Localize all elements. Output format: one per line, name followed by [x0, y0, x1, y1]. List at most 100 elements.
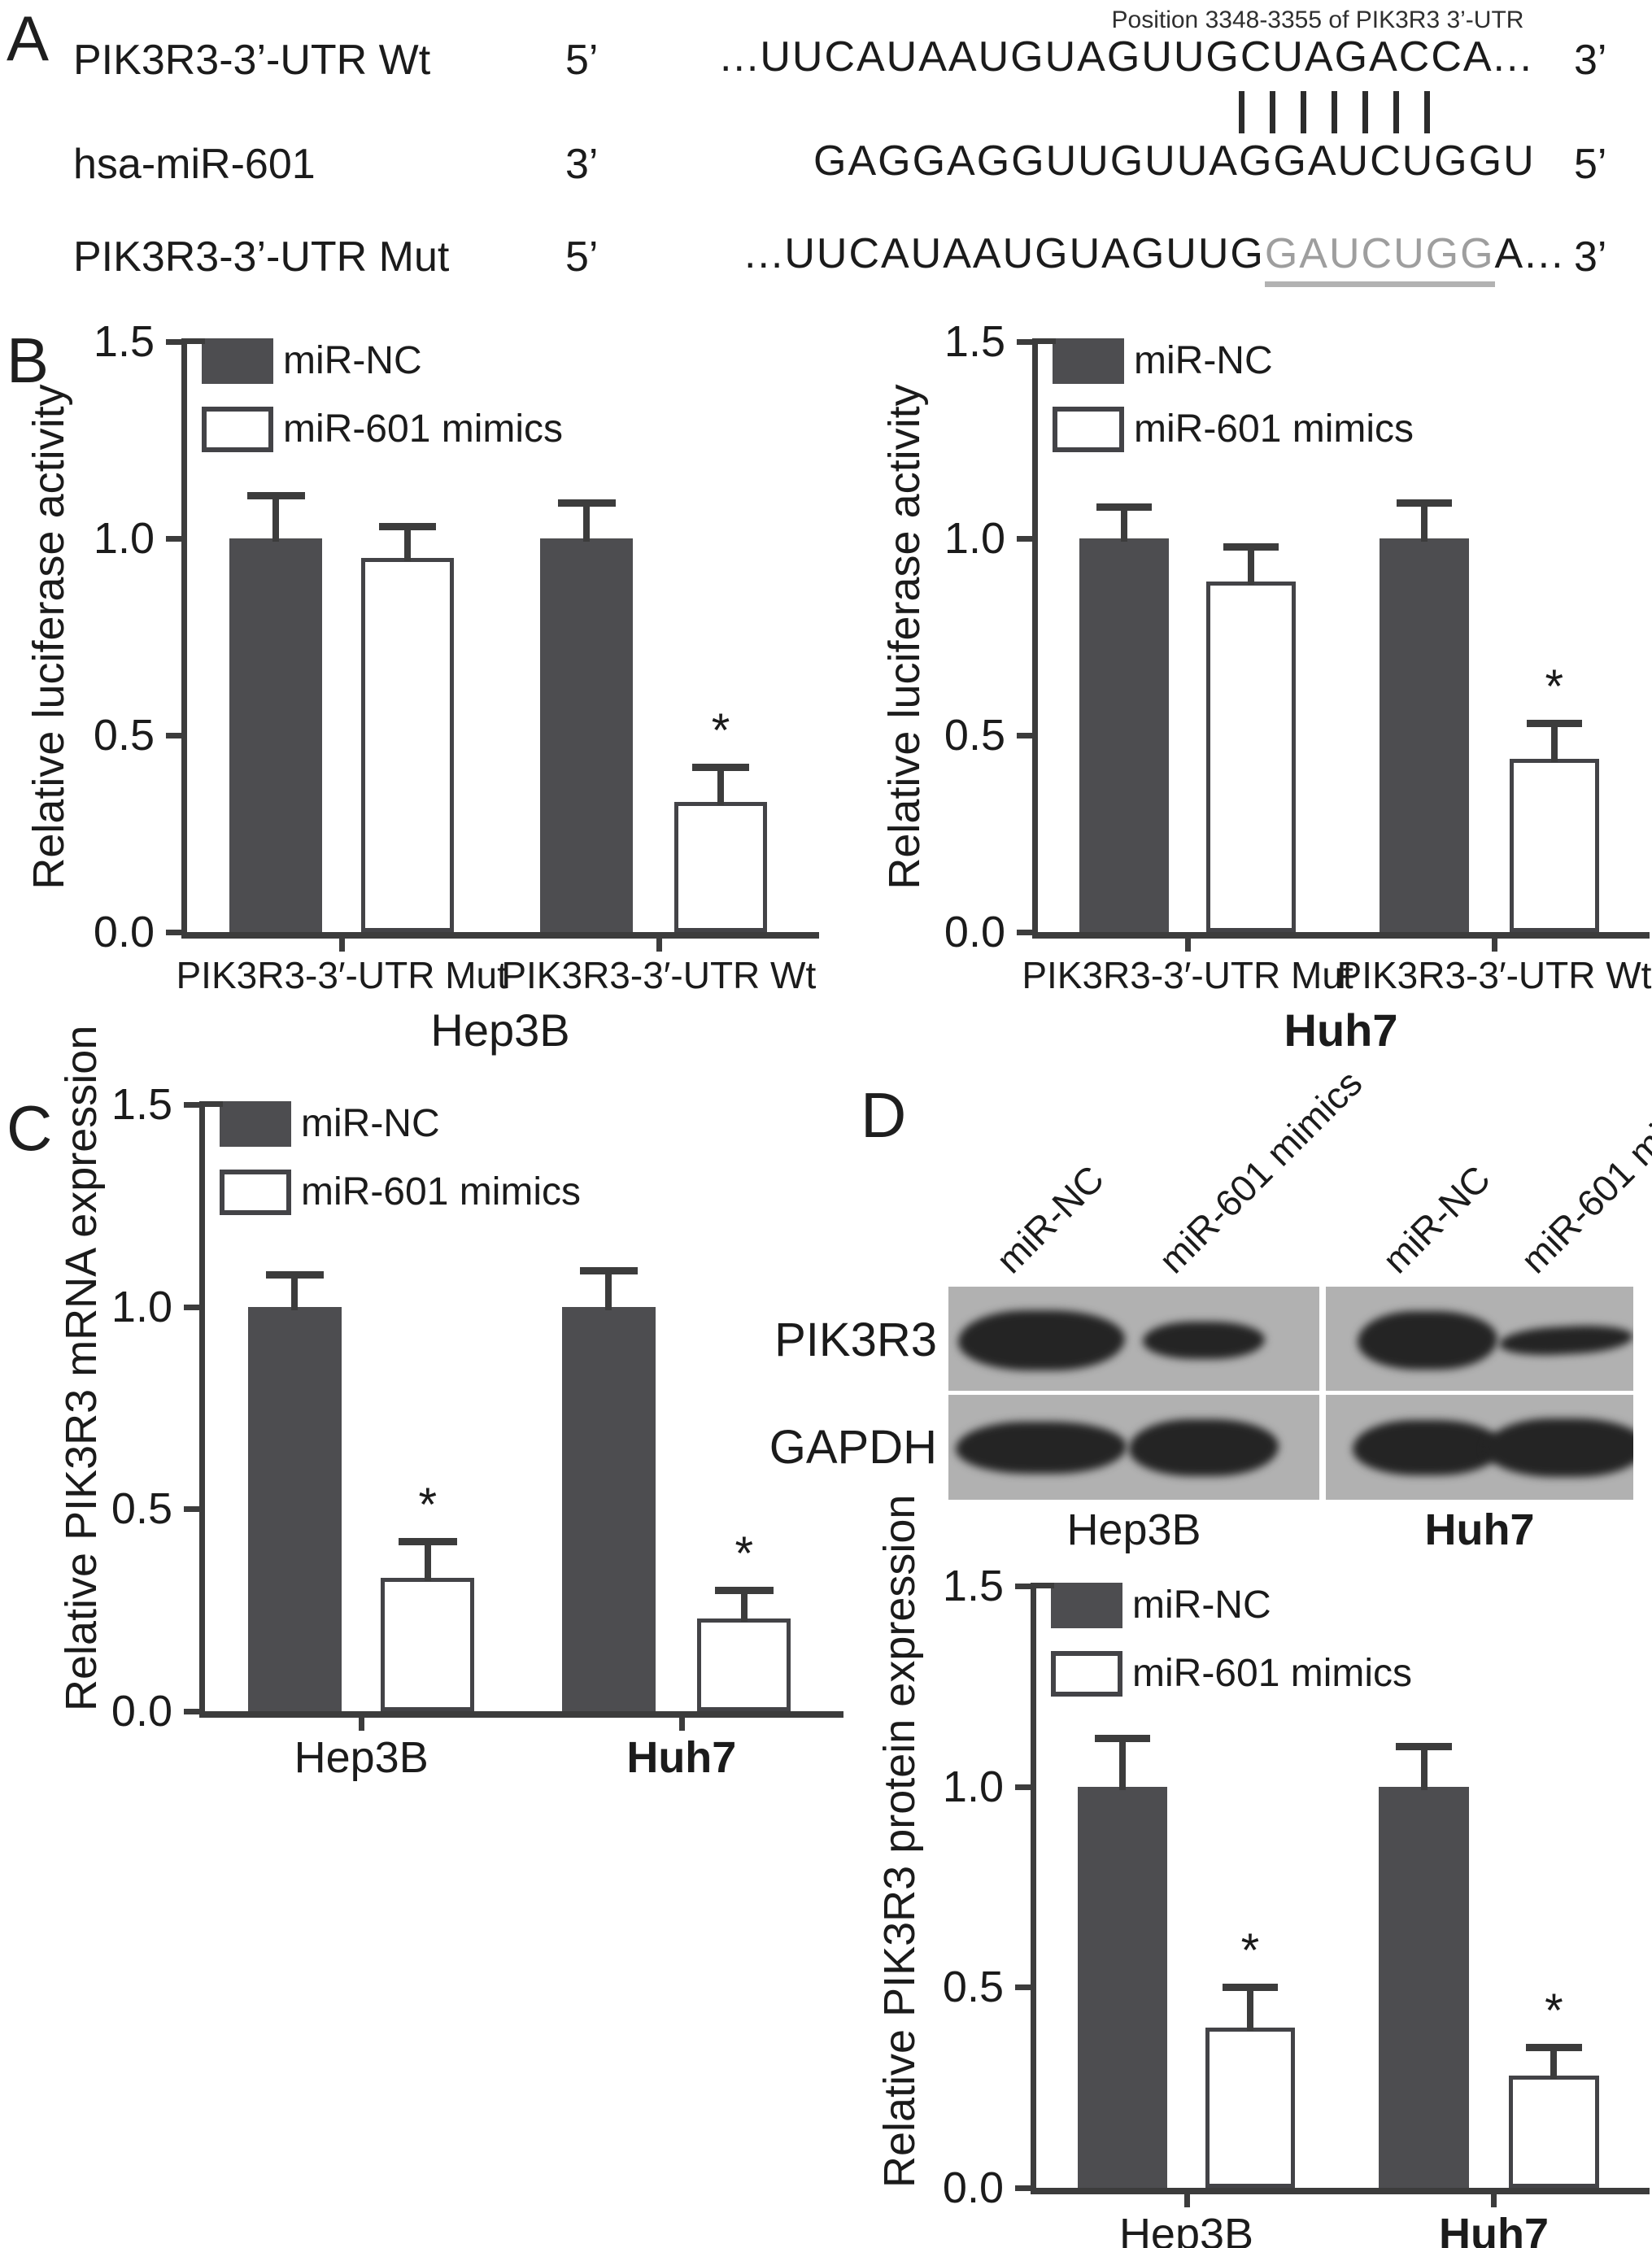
bar [361, 558, 454, 932]
blot-row-divider [948, 1391, 1319, 1395]
blot-group-label: Hep3B [1066, 1505, 1201, 1554]
blot-band-pik3r3 [1358, 1311, 1497, 1370]
error-bar-stem [1420, 1746, 1428, 1790]
error-bar-cap [715, 1586, 774, 1594]
legend-swatch [202, 338, 273, 384]
y-tick [1015, 1984, 1036, 1991]
blot-lane-label: miR-NC [1374, 1157, 1498, 1282]
bar [1205, 2027, 1296, 2188]
panel-d-label: D [861, 1079, 907, 1151]
error-bar-stem [1550, 2047, 1558, 2079]
bar [1379, 1786, 1469, 2188]
mut-seq-prefix: ...UUCAUAAUGUAGUUG [744, 230, 1265, 277]
x-tick [1491, 2194, 1497, 2207]
error-bar-cap [1096, 503, 1152, 512]
wt-left-end: 5’ [565, 37, 599, 84]
mut-seq-mutated-region: GAUCUGG [1264, 230, 1495, 287]
legend-label: miR-601 mimics [301, 1170, 582, 1213]
bar [1206, 582, 1297, 932]
y-tick-label: 0.5 [111, 1484, 172, 1534]
bar [1079, 538, 1169, 932]
error-bar-cap [579, 1266, 639, 1274]
y-tick [1015, 1584, 1036, 1589]
error-bar-cap [1222, 1984, 1279, 1992]
x-category-label: PIK3R3-3′-UTR Wt [1336, 954, 1652, 996]
x-tick [678, 1718, 685, 1731]
y-axis-label: Relative PIK3R3 protein expression [875, 1494, 924, 2188]
blot-band-gapdh [1485, 1418, 1633, 1477]
match-bar [1270, 91, 1275, 133]
x-baseline [181, 932, 819, 939]
legend-swatch [1053, 407, 1124, 452]
legend-swatch [1053, 338, 1124, 384]
legend-label: miR-601 mimics [1132, 1652, 1413, 1695]
utr-position-header: Position 3348-3355 of PIK3R3 3’-UTR [1111, 7, 1524, 33]
legend-swatch [220, 1101, 291, 1147]
error-bar-cap [247, 491, 305, 499]
legend-label: miR-601 mimics [283, 407, 564, 451]
y-tick [184, 1506, 205, 1513]
y-tick-label: 0.0 [944, 908, 1005, 956]
error-bar-cap [265, 1270, 325, 1279]
wt-right-end: 3’ [1574, 37, 1607, 84]
bar [247, 1306, 342, 1711]
y-axis-top-cap [205, 1101, 223, 1107]
y-tick-label: 1.5 [111, 1080, 172, 1129]
blot-lane-label: miR-601 mimics [1150, 1061, 1371, 1282]
error-bar-stem [1119, 1738, 1127, 1790]
y-tick-label: 1.0 [942, 1762, 1004, 1811]
error-bar-stem [272, 494, 280, 542]
y-tick [184, 1709, 205, 1714]
y-tick [1015, 2185, 1036, 2191]
y-tick [1017, 930, 1038, 935]
match-bar [1424, 91, 1430, 133]
y-tick [1017, 339, 1038, 345]
y-tick-label: 0.5 [93, 711, 155, 760]
y-tick-label: 0.5 [942, 1963, 1004, 2012]
mut-right-end: 3’ [1574, 233, 1607, 281]
blot-group-label: Huh7 [1424, 1505, 1535, 1554]
bar [1509, 2075, 1599, 2188]
error-bar-cap [399, 1538, 457, 1546]
x-baseline [1031, 2188, 1650, 2194]
y-tick-label: 1.5 [944, 317, 1005, 366]
blot-lane-label: miR-601 mimics [1512, 1061, 1652, 1282]
error-bar-stem [605, 1270, 612, 1310]
bar [1509, 759, 1599, 932]
bar [540, 538, 634, 932]
legend-label: miR-NC [1132, 1584, 1271, 1627]
blot-band-gapdh [1129, 1419, 1279, 1476]
legend-label: miR-NC [1134, 339, 1273, 382]
mir-right-end: 5’ [1574, 141, 1607, 188]
y-axis-top-cap [187, 338, 205, 344]
x-category-label: PIK3R3-3′-UTR Mut [176, 954, 508, 996]
y-tick [166, 339, 187, 345]
error-bar-stem [1248, 546, 1255, 586]
x-tick [1185, 939, 1191, 952]
x-category-label: Huh7 [626, 1733, 737, 1782]
error-bar-cap [378, 523, 437, 531]
panel-b-label: B [7, 325, 50, 396]
blot-band-pik3r3 [1497, 1322, 1633, 1358]
bar [674, 802, 767, 932]
error-bar-cap [691, 763, 750, 771]
mir-sequence: GAGGAGGUUGUUAGGAUCUGGU [813, 137, 1536, 185]
x-category-label: PIK3R3-3′-UTR Mut [1022, 954, 1353, 996]
error-bar-cap [1396, 1743, 1452, 1751]
match-bar [1301, 91, 1306, 133]
x-tick [1183, 2194, 1190, 2207]
blot-row-divider [1326, 1391, 1633, 1395]
error-bar-cap [1526, 720, 1582, 728]
mir-left-end: 3’ [565, 141, 599, 188]
significance-star: * [1545, 1984, 1563, 2038]
error-bar-stem [291, 1274, 299, 1310]
y-tick-label: 0.0 [93, 908, 155, 956]
legend-swatch [1051, 1651, 1122, 1697]
error-bar-stem [424, 1541, 431, 1581]
blot-panel [948, 1287, 1319, 1500]
y-tick [166, 536, 187, 542]
blot-band-gapdh [956, 1422, 1127, 1474]
y-tick [184, 1102, 205, 1108]
y-axis-line [1031, 1583, 1036, 2194]
